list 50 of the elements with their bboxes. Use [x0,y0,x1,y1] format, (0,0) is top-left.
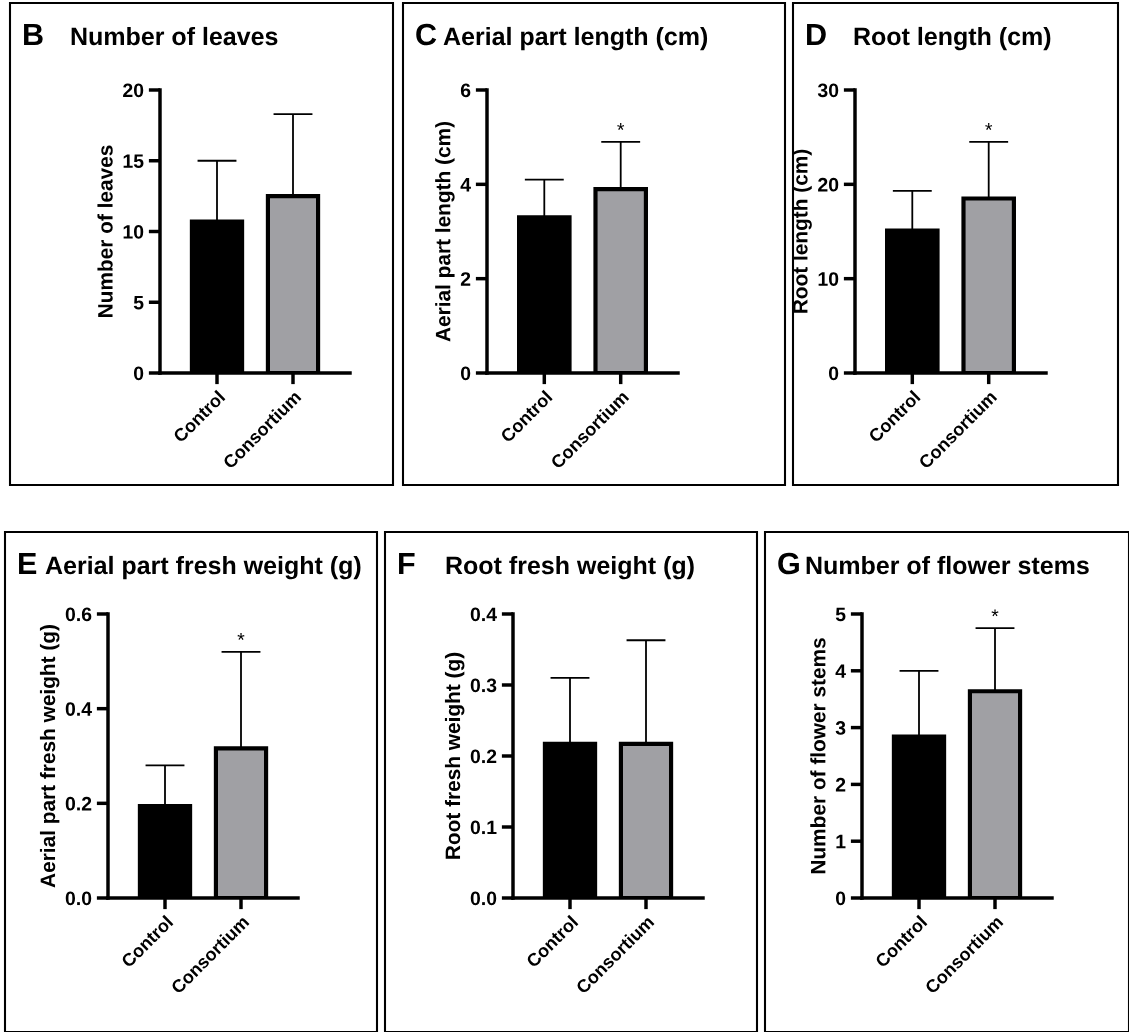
y-tick-label: 30 [817,83,839,98]
y-tick-label: 0.4 [65,702,92,716]
y-tick-label: 6 [460,83,471,98]
annotation: * [617,123,625,130]
y-tick-label: 2 [835,777,846,792]
y-tick-label: 0.4 [470,607,497,622]
y-tick-label: 0 [828,366,839,381]
y-tick-label: 15 [123,154,144,168]
y-tick-label: 0.1 [470,820,497,835]
chart-title: Number of leaves [71,26,278,46]
text: G [778,552,799,575]
text: D [807,23,826,45]
y-tick-label: 4 [460,178,471,192]
y-tick-label: 10 [123,224,144,239]
chart-title: Number of flower stems [806,555,1089,575]
y-tick-label: 10 [818,272,839,286]
y-tick-label: 0 [133,366,144,381]
y-axis-title: Number of leaves [97,145,113,317]
y-tick-label: 0.3 [470,678,497,693]
y-axis-title: Root length (cm) [792,149,812,313]
chart-title: Aerial part fresh weight (g) [45,555,361,580]
y-tick-label: 0.2 [65,796,92,811]
y-tick-label: 0.0 [65,891,92,906]
y-tick-label: 2 [460,272,471,286]
y-tick-label: 3 [835,721,846,735]
y-tick-label: 5 [835,607,846,622]
y-tick-label: 20 [123,83,144,98]
annotation: * [991,609,999,617]
y-tick-label: 0.6 [65,607,92,622]
y-axis-title: Number of flower stems [810,638,826,874]
annotation: * [237,633,245,640]
y-tick-label: 5 [133,295,144,310]
annotation: * [985,123,993,130]
text: B [24,23,43,45]
y-tick-label: 0.0 [470,891,497,906]
y-tick-label: 1 [836,834,846,849]
text: C [416,23,437,46]
chart-title: Root length (cm) [854,26,1051,51]
y-tick-label: 20 [818,177,839,192]
y-axis-title: Aerial part fresh weight (g) [39,625,60,888]
y-axis-title: Aerial part length (cm) [435,121,455,342]
text: E [19,552,37,574]
y-tick-label: 4 [835,664,846,678]
chart-title: Aerial part length (cm) [443,26,708,51]
chart-title: Root fresh weight (g) [446,555,694,580]
y-tick-label: 0 [460,366,471,381]
y-tick-label: 0 [835,891,846,906]
y-axis-title: Root fresh weight (g) [444,652,465,859]
text: F [399,552,415,574]
y-tick-label: 0.2 [470,749,497,764]
